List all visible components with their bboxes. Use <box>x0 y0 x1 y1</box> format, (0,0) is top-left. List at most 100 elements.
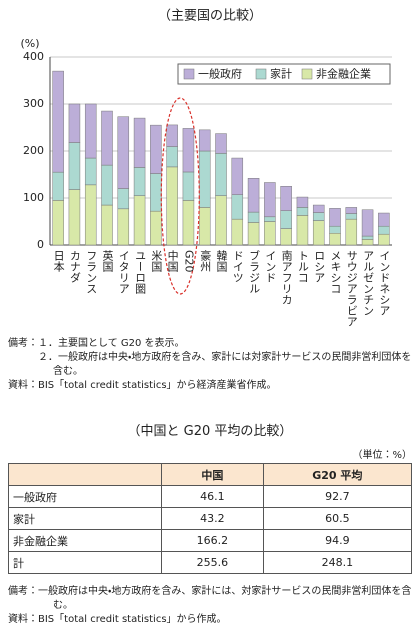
bar-segment <box>345 218 358 246</box>
legend-label: 一般政府 <box>198 67 242 81</box>
bar-segment <box>133 195 146 246</box>
bar-segment <box>345 207 358 214</box>
x-tick-label: 英国 <box>101 250 114 272</box>
bar-segment <box>361 239 374 246</box>
note-label: 資料： <box>8 380 38 391</box>
x-tick-label: 韓国 <box>215 250 228 272</box>
row-label: 一般政府 <box>7 485 163 508</box>
note: 資料： BIS「total credit statistics」から経済産業省作成… <box>8 379 412 393</box>
bar-segment <box>231 194 244 220</box>
bar-segment <box>68 189 81 246</box>
bar-segment <box>166 166 178 246</box>
x-tick-label: サウジアラビア <box>345 250 359 327</box>
note-text: ２．一般政府は中央・地方政府を含み、家計には対家計サービスの民間非営利団体を含む… <box>38 352 412 377</box>
value-cell: 92.7 <box>262 485 413 508</box>
note-text: 一般政府は中央・地方政府を含み、家計には、対家計サービスの民間非営利団体を含む。 <box>38 586 412 611</box>
note-items: BIS「total credit statistics」から作成。 <box>38 613 412 627</box>
bar-segment <box>215 153 227 196</box>
bar-segment <box>247 211 260 223</box>
note-items: BIS「total credit statistics」から経済産業省作成。 <box>38 379 412 393</box>
bar-segment <box>117 208 130 246</box>
bar-segment <box>296 207 309 216</box>
y-tick-label: 400 <box>23 50 44 63</box>
note-text: １．主要国として G20 を表示。 <box>38 338 185 349</box>
bar-segment <box>280 210 292 229</box>
bar-segment <box>231 218 244 246</box>
bar-segment <box>296 215 309 246</box>
bar-segment <box>361 209 374 237</box>
value-cell: 60.5 <box>262 507 413 530</box>
bar-segment <box>312 212 325 221</box>
legend-box <box>177 63 391 85</box>
bar-segment <box>150 173 162 212</box>
bar-segment <box>329 233 341 246</box>
bar-segment <box>84 184 97 246</box>
bar-segment <box>182 200 195 246</box>
bar-segment <box>264 182 276 218</box>
bar-segment <box>182 171 195 201</box>
note-items: 一般政府は中央・地方政府を含み、家計には、対家計サービスの民間非営利団体を含む。 <box>38 585 412 613</box>
value-cell: 46.1 <box>161 485 264 508</box>
x-tick-label: 豪州 <box>198 250 212 272</box>
table-row: 計 255.6 248.1 <box>7 551 413 574</box>
table-row: 家計 43.2 60.5 <box>7 507 413 530</box>
header-cell: 中国 <box>161 463 264 486</box>
header-cell <box>7 463 163 486</box>
value-cell: 166.2 <box>161 529 264 552</box>
x-tick-label: 中国 <box>166 250 180 272</box>
x-tick-label: G20 <box>182 250 196 273</box>
bar-segment <box>117 188 130 210</box>
note-text: BIS「total credit statistics」から作成。 <box>38 614 227 625</box>
bar-segment <box>231 157 244 195</box>
chart: （主要国の比較） (%) 0 100 200 300 400 一般政府 家計 非金融企業 <box>20 9 392 295</box>
bar-segment <box>101 164 113 206</box>
chart-subtitle: （主要国の比較） <box>158 9 262 24</box>
x-tick-label: 米国 <box>149 250 163 272</box>
y-tick-label: 300 <box>23 97 44 110</box>
bar-segment <box>296 196 309 208</box>
bar-segment <box>345 213 358 220</box>
table-title: （中国と G20 平均の比較） <box>127 424 293 439</box>
bar-segment <box>198 150 211 208</box>
value-cell: 43.2 <box>161 507 264 530</box>
bar-segment <box>280 186 292 211</box>
row-label: 非金融企業 <box>7 529 163 552</box>
header-cell: G20 平均 <box>262 463 413 486</box>
bar-segment <box>84 103 97 159</box>
value-cell: 94.9 <box>262 529 413 552</box>
bar-segment <box>280 228 292 246</box>
legend-swatch <box>301 68 313 80</box>
table-row: 一般政府 46.1 92.7 <box>7 485 413 508</box>
legend-label: 家計 <box>270 67 292 81</box>
row-label: 計 <box>7 551 163 574</box>
legend-label: 非金融企業 <box>316 67 371 81</box>
note: 備考： 一般政府は中央・地方政府を含み、家計には、対家計サービスの民間非営利団体を… <box>8 585 412 613</box>
bar-segment <box>84 157 97 186</box>
y-tick-label: 100 <box>23 191 44 204</box>
table-unit: （単位：%） <box>352 450 412 461</box>
table-row: 非金融企業 166.2 94.9 <box>7 529 413 552</box>
bar-segment <box>247 178 260 213</box>
x-tick-label: メキシコ <box>329 250 342 294</box>
bar-segment <box>361 235 374 240</box>
y-unit: (%) <box>20 37 39 50</box>
x-tick-label: ユーロ圏 <box>133 250 147 294</box>
bar-segment <box>312 204 325 213</box>
legend-swatch <box>255 68 267 80</box>
chart-area: （主要国の比較） (%) 0 100 200 300 400 一般政府 家計 非金融企業 日本… <box>20 9 392 327</box>
bar-segment <box>166 124 178 147</box>
x-tick-label: イタリア <box>117 250 131 294</box>
bar-segment <box>182 128 195 173</box>
bar-segment <box>198 129 211 152</box>
y-tick-label: 200 <box>23 144 44 157</box>
x-tick-label: ドイツ <box>231 250 245 283</box>
bar-segment <box>101 110 113 166</box>
note: 資料： BIS「total credit statistics」から作成。 <box>8 613 412 627</box>
x-tick-label: カナダ <box>68 250 82 283</box>
x-tick-label: 南アフリカ <box>280 250 294 305</box>
y-tick-label: 0 <box>37 238 44 251</box>
bar-segment <box>215 195 227 246</box>
x-tick-label: インド <box>263 250 277 283</box>
bar-segment <box>312 220 325 246</box>
bar-segment <box>68 103 81 143</box>
